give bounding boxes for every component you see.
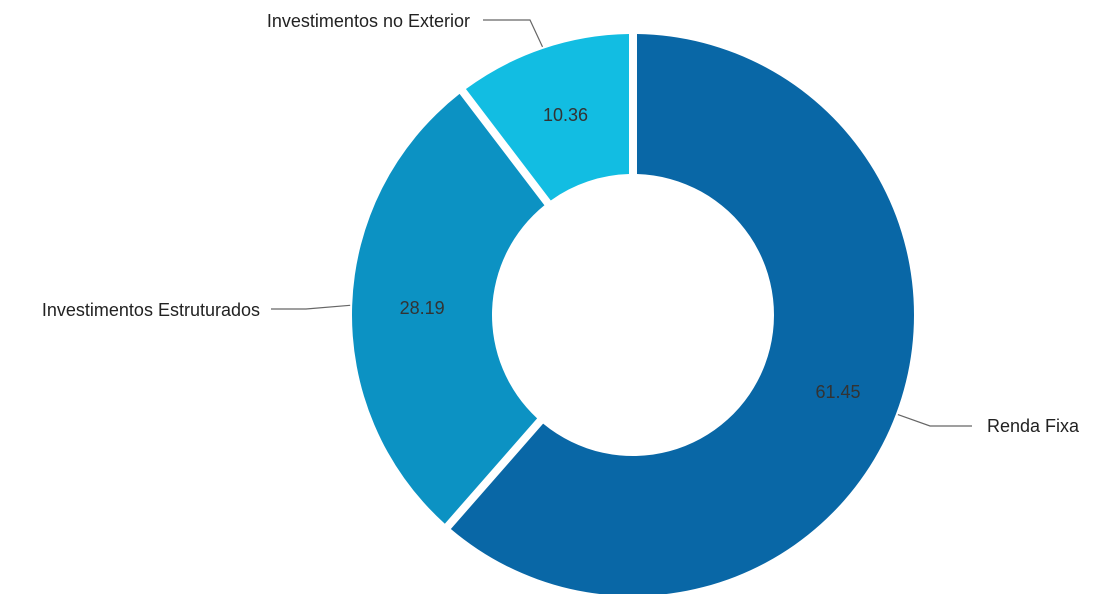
value-labels: 61.45 28.19 10.36 — [400, 105, 861, 402]
leader-line-investimentos-estruturados — [271, 304, 351, 310]
leader-line-investimentos-no-exterior — [483, 19, 544, 48]
value-label-investimentos-no-exterior: 10.36 — [543, 105, 588, 125]
leader-lines — [271, 19, 972, 427]
slice-renda-fixa[interactable] — [450, 34, 914, 594]
donut-slices — [351, 34, 914, 594]
value-label-investimentos-estruturados: 28.19 — [400, 298, 445, 318]
value-label-renda-fixa: 61.45 — [815, 382, 860, 402]
category-labels: Renda Fixa Investimentos Estruturados Inve… — [42, 11, 1080, 436]
slice-investimentos-estruturados[interactable] — [351, 93, 545, 524]
slice-investimentos-no-exterior[interactable] — [465, 34, 630, 201]
category-label-investimentos-no-exterior: Investimentos no Exterior — [267, 11, 470, 31]
leader-line-renda-fixa — [897, 414, 972, 427]
category-label-investimentos-estruturados: Investimentos Estruturados — [42, 300, 260, 320]
category-label-renda-fixa: Renda Fixa — [987, 416, 1080, 436]
